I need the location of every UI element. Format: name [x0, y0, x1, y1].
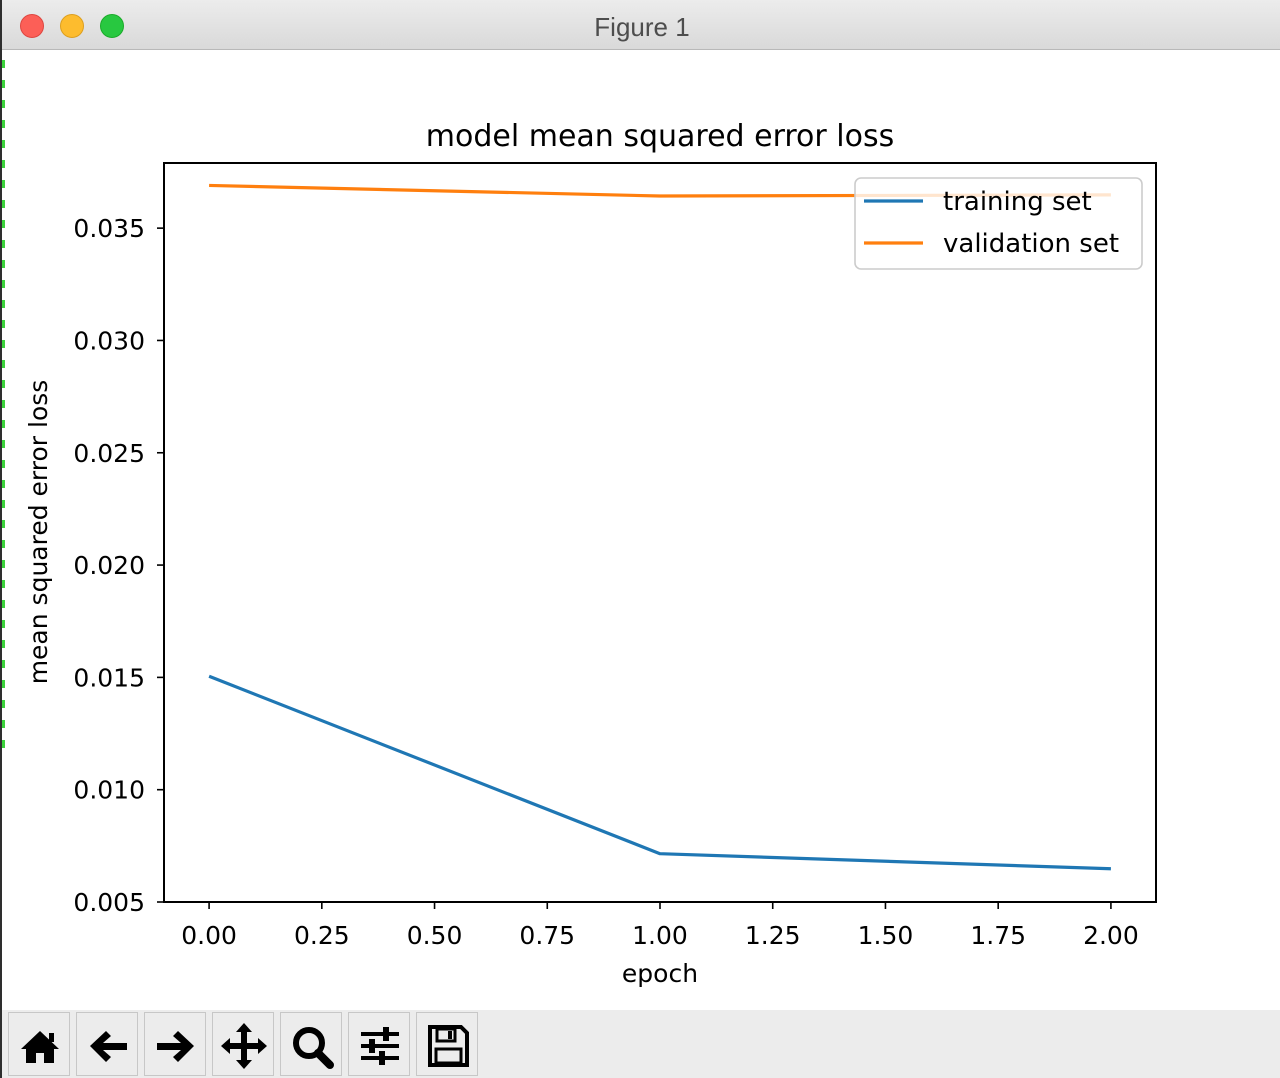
forward-button[interactable]	[144, 1012, 206, 1076]
legend-box	[854, 177, 1143, 270]
x-tick-label: 1.75	[970, 921, 1026, 950]
plot-frame	[163, 162, 1157, 903]
x-tick-label: 1.00	[632, 921, 688, 950]
home-icon	[21, 1031, 59, 1063]
plot-lines	[208, 183, 1111, 871]
figure-canvas[interactable]: model mean squared error loss 0.00 0.25 0.…	[2, 50, 1280, 1010]
x-tick-label: 0.00	[181, 921, 237, 950]
legend: training set validation set	[854, 177, 1143, 270]
terminal-edge-decoration	[2, 60, 5, 760]
configure-subplots-button[interactable]	[348, 1012, 410, 1076]
x-axis-label: epoch	[622, 959, 698, 988]
x-tick-label: 2.00	[1083, 921, 1139, 950]
x-tick-label: 1.25	[745, 921, 801, 950]
sliders-icon	[361, 1027, 399, 1065]
navigation-toolbar	[2, 1010, 1280, 1078]
move-icon	[221, 1023, 267, 1069]
y-tick-label: 0.030	[73, 326, 145, 355]
x-tick-label: 0.25	[294, 921, 350, 950]
minimize-window-button[interactable]	[60, 14, 84, 38]
pan-button[interactable]	[212, 1012, 274, 1076]
y-tick-label: 0.010	[73, 776, 145, 805]
y-axis-label: mean squared error loss	[24, 380, 53, 685]
x-tick-label: 0.50	[407, 921, 463, 950]
y-tick-label: 0.035	[73, 214, 145, 243]
x-tick-label: 0.75	[519, 921, 575, 950]
save-button[interactable]	[416, 1012, 478, 1076]
y-tick-label: 0.015	[73, 663, 145, 692]
title-bar[interactable]: Figure 1	[2, 0, 1280, 50]
zoom-button[interactable]	[280, 1012, 342, 1076]
home-button[interactable]	[8, 1012, 70, 1076]
x-tick-label: 1.50	[858, 921, 914, 950]
zoom-window-button[interactable]	[100, 14, 124, 38]
series-line-1	[208, 674, 1111, 871]
axes: 0.00 0.25 0.50 0.75 1.00 1.25 1.50 1.75 2.00 0.00…	[73, 162, 1157, 950]
back-button[interactable]	[76, 1012, 138, 1076]
floppy-disk-icon	[428, 1025, 469, 1067]
chart-title: model mean squared error loss	[426, 119, 894, 154]
y-tick-label: 0.020	[73, 551, 145, 580]
y-tick-label: 0.025	[73, 439, 145, 468]
close-window-button[interactable]	[20, 14, 44, 38]
magnifier-icon	[293, 1027, 334, 1069]
legend-label: training set	[943, 187, 1092, 217]
arrow-right-icon	[157, 1031, 194, 1062]
y-tick-label: 0.005	[73, 888, 145, 917]
window-title: Figure 1	[594, 12, 690, 42]
arrow-left-icon	[90, 1031, 127, 1062]
legend-label: validation set	[943, 229, 1119, 259]
